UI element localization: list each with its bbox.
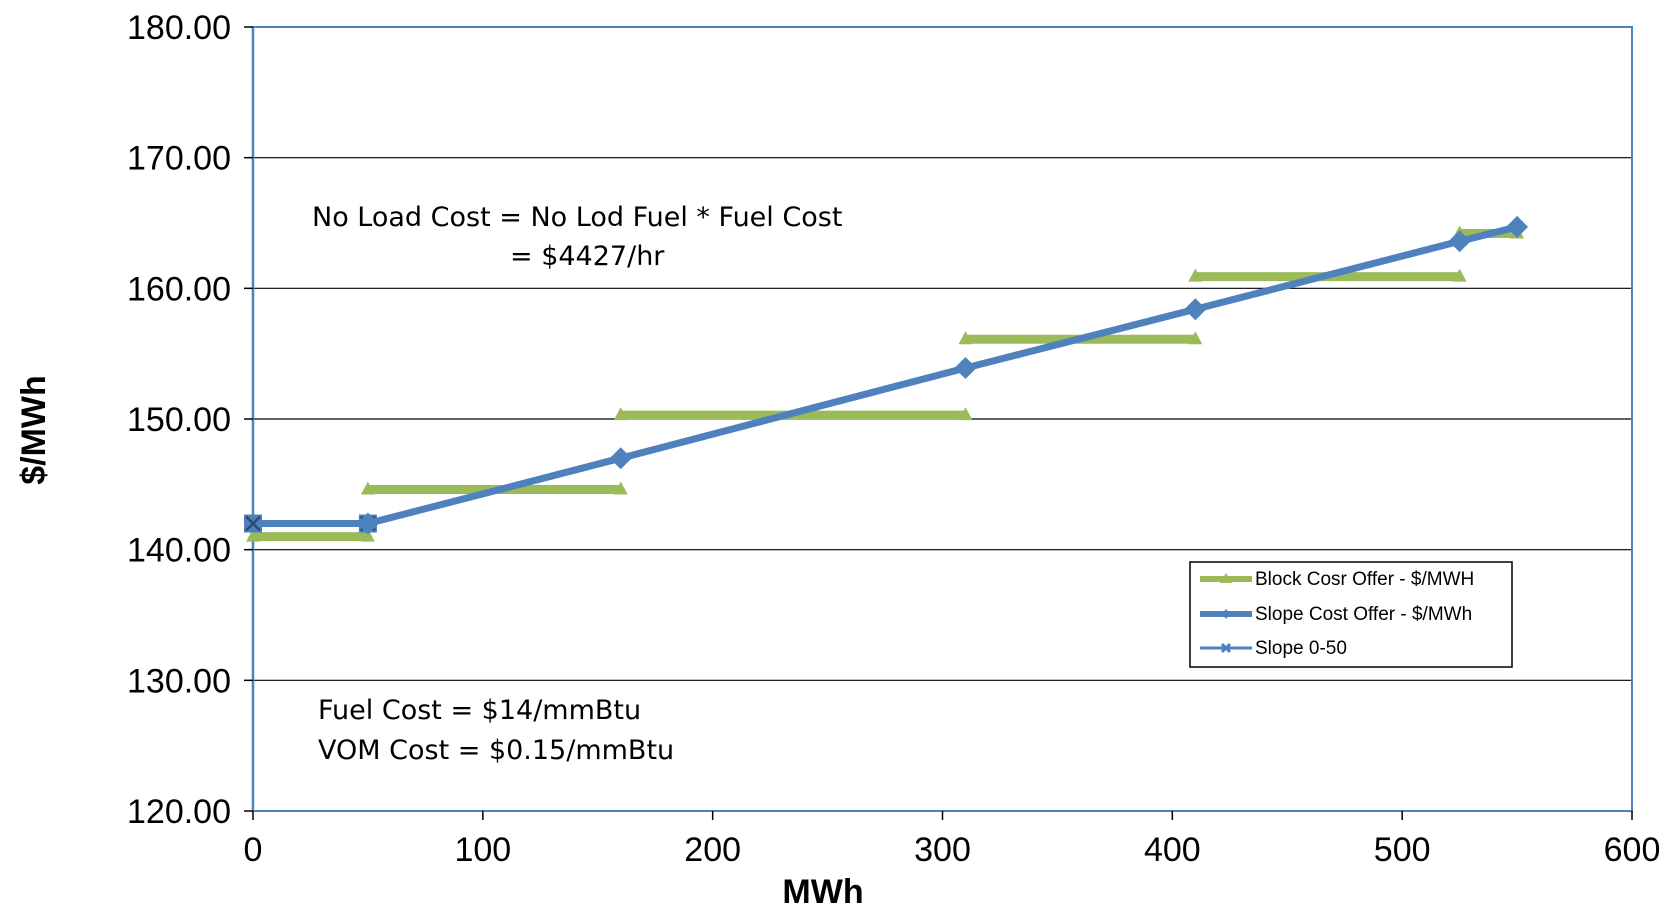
slope-0-50-marker-stroke (245, 515, 261, 532)
legend: Block Cosr Offer - $/MWH Slope Cost Offe… (1189, 561, 1513, 668)
x-tick-label: 100 (454, 831, 511, 869)
block-cost-marker (1188, 268, 1203, 282)
x-tick-label: 500 (1374, 831, 1431, 869)
y-tick-label: 130.00 (127, 662, 231, 700)
x-axis-ticks: 0 100 200 300 400 500 600 (244, 811, 1661, 869)
slope-cost-marker (1184, 298, 1207, 321)
y-tick-label: 170.00 (127, 140, 231, 178)
triangle-icon (1220, 573, 1232, 583)
x-tick-label: 200 (684, 831, 741, 869)
annotation-no-load-cost-line2: = $4427/hr (510, 241, 665, 272)
annotation-fuel-cost-line1: Fuel Cost = $14/mmBtu (318, 695, 641, 726)
slope-cost-line (367, 223, 1518, 527)
y-tick-label: 140.00 (127, 532, 231, 570)
annotation-fuel-cost: Fuel Cost = $14/mmBtu VOM Cost = $0.15/m… (318, 695, 674, 766)
x-tick-label: 0 (244, 831, 263, 869)
legend-label-block-cost: Block Cosr Offer - $/MWH (1255, 569, 1474, 590)
y-axis-title: $/MWh (15, 375, 53, 485)
annotation-no-load-cost-line1: No Load Cost = No Lod Fuel * Fuel Cost (312, 202, 842, 233)
x-tick-label: 300 (914, 831, 971, 869)
series-layer (244, 215, 1529, 542)
x-marker-icon (1220, 642, 1232, 654)
legend-item-slope-0-50: Slope 0-50 (1200, 638, 1347, 659)
legend-item-slope-cost: Slope Cost Offer - $/MWh (1200, 604, 1472, 625)
block-cost-marker (958, 331, 973, 345)
diamond-icon (1222, 609, 1230, 619)
y-tick-label: 150.00 (127, 401, 231, 439)
y-tick-label: 160.00 (127, 270, 231, 308)
series-slope-cost (356, 215, 1529, 535)
slope-cost-marker (356, 512, 379, 535)
block-cost-marker (1452, 268, 1467, 282)
annotation-fuel-cost-line2: VOM Cost = $0.15/mmBtu (318, 735, 674, 766)
y-axis-ticks: 120.00 130.00 140.00 150.00 160.00 170.00 180.… (127, 9, 253, 831)
y-tick-label: 120.00 (127, 793, 231, 831)
legend-label-slope-0-50: Slope 0-50 (1255, 638, 1347, 659)
block-cost-marker (958, 407, 973, 421)
slope-cost-marker (1448, 230, 1471, 253)
slope-0-50-marker (244, 514, 262, 533)
block-cost-marker (613, 407, 628, 421)
x-tick-label: 400 (1144, 831, 1201, 869)
block-cost-marker (613, 481, 628, 495)
slope-cost-marker (954, 357, 977, 380)
slope-cost-marker (609, 447, 632, 470)
annotation-no-load-cost: No Load Cost = No Lod Fuel * Fuel Cost =… (312, 202, 842, 272)
x-tick-label: 600 (1604, 831, 1661, 869)
block-cost-marker (246, 528, 260, 542)
block-cost-marker (1188, 331, 1203, 345)
block-cost-marker (360, 528, 375, 542)
slope-cost-marker (1506, 215, 1529, 238)
x-axis-title: MWh (782, 873, 863, 908)
legend-item-block-cost: Block Cosr Offer - $/MWH (1200, 569, 1474, 590)
block-cost-marker (360, 481, 375, 495)
legend-label-slope-cost: Slope Cost Offer - $/MWh (1255, 604, 1472, 625)
y-tick-label: 180.00 (127, 9, 231, 47)
